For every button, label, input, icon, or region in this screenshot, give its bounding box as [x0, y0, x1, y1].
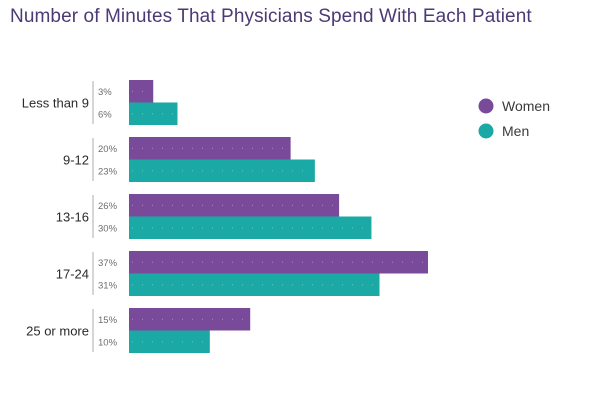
bar-women-less-than-9 [129, 80, 154, 103]
data-label-men-13-16: 30% [98, 223, 118, 234]
legend-label-men: Men [502, 123, 529, 139]
category-label-13-16: 13-16 [56, 210, 89, 225]
data-label-women-9-12: 20% [98, 144, 118, 155]
category-label-25-or-more: 25 or more [26, 324, 89, 339]
data-label-women-25-or-more: 15% [98, 315, 118, 326]
bar-men-13-16 [129, 216, 372, 239]
data-label-men-9-12: 23% [98, 166, 118, 177]
data-label-women-17-24: 37% [98, 258, 118, 269]
bar-women-13-16 [129, 194, 340, 217]
bar-men-25-or-more [129, 330, 210, 353]
data-label-women-less-than-9: 3% [98, 87, 112, 98]
data-label-men-17-24: 31% [98, 280, 118, 291]
data-label-women-13-16: 26% [98, 201, 118, 212]
category-label-9-12: 9-12 [63, 153, 89, 168]
data-label-men-less-than-9: 6% [98, 109, 112, 120]
bar-men-less-than-9 [129, 102, 178, 125]
bar-men-17-24 [129, 273, 380, 296]
bar-women-25-or-more [129, 308, 251, 331]
data-label-men-25-or-more: 10% [98, 337, 118, 348]
bar-men-9-12 [129, 159, 315, 182]
category-label-less-than-9: Less than 9 [22, 96, 89, 111]
bar-women-17-24 [129, 251, 428, 274]
legend-label-women: Women [502, 98, 550, 114]
bar-women-9-12 [129, 137, 291, 160]
category-label-17-24: 17-24 [56, 267, 89, 282]
legend-marker-women [478, 98, 494, 114]
legend-marker-men [478, 123, 494, 139]
chart-title: Number of Minutes That Physicians Spend … [10, 6, 532, 27]
